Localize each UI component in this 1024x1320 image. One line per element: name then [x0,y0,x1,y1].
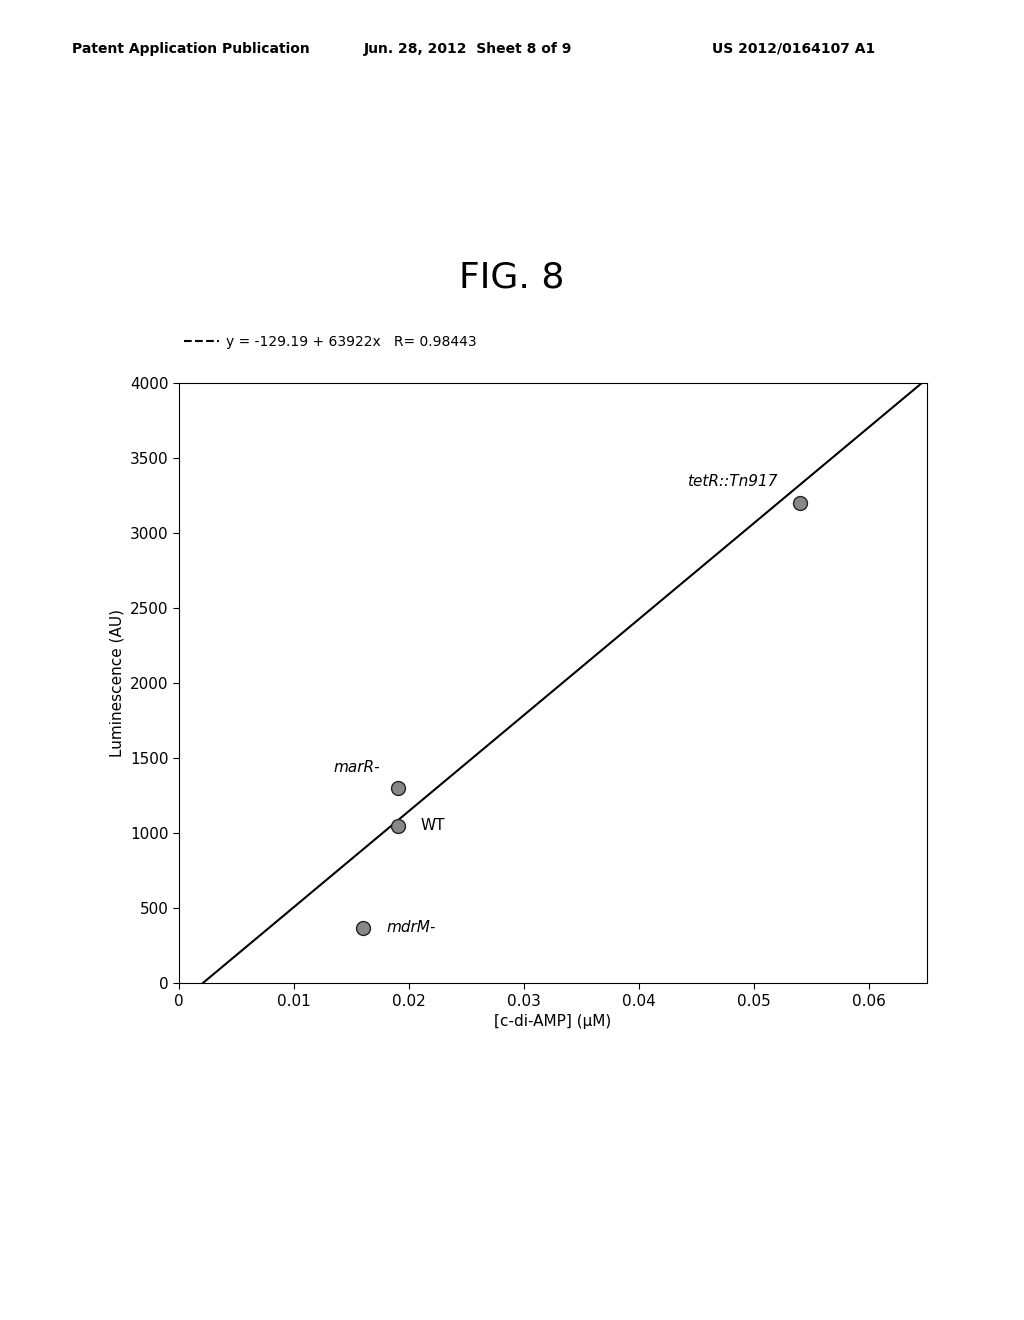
Y-axis label: Luminescence (AU): Luminescence (AU) [110,609,125,758]
Text: tetR::Tn917: tetR::Tn917 [687,474,777,490]
X-axis label: [c-di-AMP] (μM): [c-di-AMP] (μM) [495,1014,611,1030]
Text: WT: WT [421,818,445,833]
Text: marR-: marR- [334,760,381,775]
Text: Patent Application Publication: Patent Application Publication [72,42,309,55]
Legend: y = -129.19 + 63922x   R= 0.98443: y = -129.19 + 63922x R= 0.98443 [178,330,482,355]
Text: mdrM-: mdrM- [386,920,435,936]
Text: FIG. 8: FIG. 8 [459,260,565,294]
Text: Jun. 28, 2012  Sheet 8 of 9: Jun. 28, 2012 Sheet 8 of 9 [364,42,571,55]
Text: US 2012/0164107 A1: US 2012/0164107 A1 [712,42,874,55]
